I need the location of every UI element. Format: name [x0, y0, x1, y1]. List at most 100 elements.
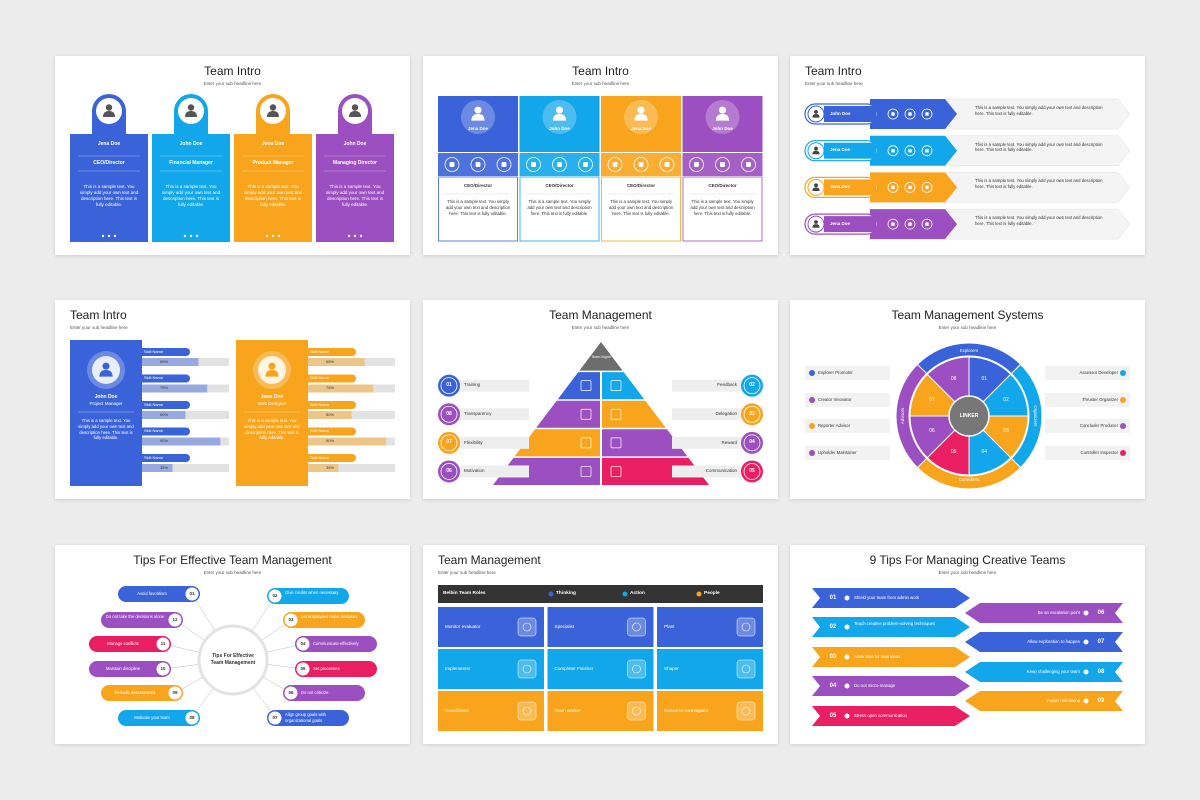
roles-header	[438, 585, 763, 603]
slide-subtitle: Enter your sub headline here	[70, 325, 128, 330]
role-name: Completer Finisher	[554, 666, 594, 671]
card-name: John Doe	[179, 141, 203, 147]
pyramid-apex-label: Team Mgmt	[591, 355, 611, 359]
social-icon	[908, 222, 912, 226]
profile-role: Project Manager	[89, 401, 123, 406]
role-name: Resource investigator	[664, 708, 709, 713]
name-band	[824, 216, 876, 233]
skill-track	[308, 384, 395, 393]
tip-pill	[89, 661, 171, 677]
tip-label: Do not criticize	[301, 689, 329, 695]
social-icon	[925, 222, 929, 226]
skill-name: Skill Name	[144, 401, 164, 407]
slide: Team Intro Enter your sub headline here Jo…	[790, 56, 1145, 255]
ring-label: Controllers	[958, 477, 980, 482]
social-icon	[925, 148, 929, 153]
card-name: John Doe	[549, 126, 570, 131]
num-ring	[743, 463, 761, 480]
num-badge	[295, 661, 311, 677]
person-icon	[715, 114, 730, 121]
tip-dot	[844, 683, 850, 689]
skill-value: 65%	[160, 358, 169, 364]
num-badge	[267, 710, 283, 726]
num-badge	[155, 636, 171, 652]
label-bar	[449, 379, 529, 392]
role-icon	[627, 659, 646, 679]
row-name: Jena Doe	[830, 183, 851, 189]
dot	[277, 234, 281, 238]
person-icon	[814, 109, 818, 114]
social-arrow	[870, 209, 957, 240]
role-name: Specialist	[554, 624, 575, 629]
social-icon	[887, 181, 899, 193]
social-icon	[908, 112, 912, 116]
social-icon	[887, 108, 899, 120]
roles-header-title: Belbin Team Roles	[443, 591, 486, 596]
person-icon	[637, 106, 645, 114]
slide: 9 Tips For Managing Creative Teams Enter …	[790, 545, 1145, 744]
role-name: Implementer	[445, 666, 471, 671]
tip-dot	[1083, 639, 1089, 645]
tip-pill	[283, 612, 365, 628]
skill-name: Skill Name	[144, 375, 164, 381]
center-circle	[197, 624, 269, 696]
skill-name: Skill Name	[310, 401, 330, 407]
role-icon	[632, 622, 641, 632]
person-icon	[471, 114, 485, 121]
person-icon	[265, 370, 279, 377]
num: 02	[272, 592, 278, 598]
num: 06	[446, 467, 452, 474]
role-name: Shaper	[664, 666, 679, 671]
social-icon	[444, 157, 460, 172]
role-icon	[736, 617, 756, 637]
role-cell	[438, 691, 544, 731]
role-name: Monitor evaluator	[445, 624, 481, 629]
card-body	[438, 176, 518, 242]
num: 03	[829, 654, 837, 660]
social-icon	[908, 185, 912, 190]
num: 05	[829, 713, 837, 719]
skill-bar	[308, 411, 352, 419]
person-icon	[105, 104, 113, 111]
label-bar	[672, 465, 752, 478]
social-icon	[689, 157, 704, 172]
slide-subtitle: Enter your sub headline here	[203, 81, 262, 86]
social-icon	[904, 181, 916, 193]
social-icon	[741, 157, 756, 172]
card-name: Jena Doe	[261, 141, 285, 147]
person-icon	[814, 146, 818, 151]
legend-bar	[805, 366, 890, 380]
person-icon	[99, 370, 113, 377]
block-icon	[580, 408, 592, 420]
person-icon	[268, 362, 276, 370]
card-text: This is a sample text. You simply add yo…	[690, 199, 755, 216]
num: 04	[300, 640, 306, 646]
legend-label: Reporter Advisor	[818, 423, 851, 428]
num: 07	[1097, 639, 1105, 645]
num-ring	[743, 434, 761, 452]
label-bar	[672, 379, 752, 392]
legend-bar	[1045, 393, 1130, 407]
social-icon	[664, 162, 670, 167]
tip-label: Avoid favoritism	[137, 590, 167, 596]
slide-graphics	[438, 585, 763, 731]
block-icon	[610, 466, 622, 477]
tip-dot	[844, 713, 850, 719]
tip-arrow	[812, 588, 970, 608]
card-body	[519, 176, 600, 242]
social-icon	[715, 157, 730, 172]
social-icon	[475, 162, 481, 167]
person-icon	[812, 114, 820, 118]
label-bar	[449, 408, 529, 421]
social-icon	[891, 185, 895, 190]
tip-dot	[844, 654, 850, 660]
wheel-center-label: LINKER	[959, 412, 979, 419]
social-icon	[612, 162, 618, 167]
skill-value: 90%	[160, 438, 169, 444]
slide: Team Management Enter your sub headline h…	[423, 300, 778, 499]
social-icon	[887, 145, 899, 157]
pyramid-block	[602, 372, 645, 400]
legend-label: Upholder Maintainer	[818, 450, 857, 455]
slide-title: Team Management Systems	[891, 308, 1044, 322]
slide: Tips For Effective Team Management Enter …	[55, 545, 410, 744]
